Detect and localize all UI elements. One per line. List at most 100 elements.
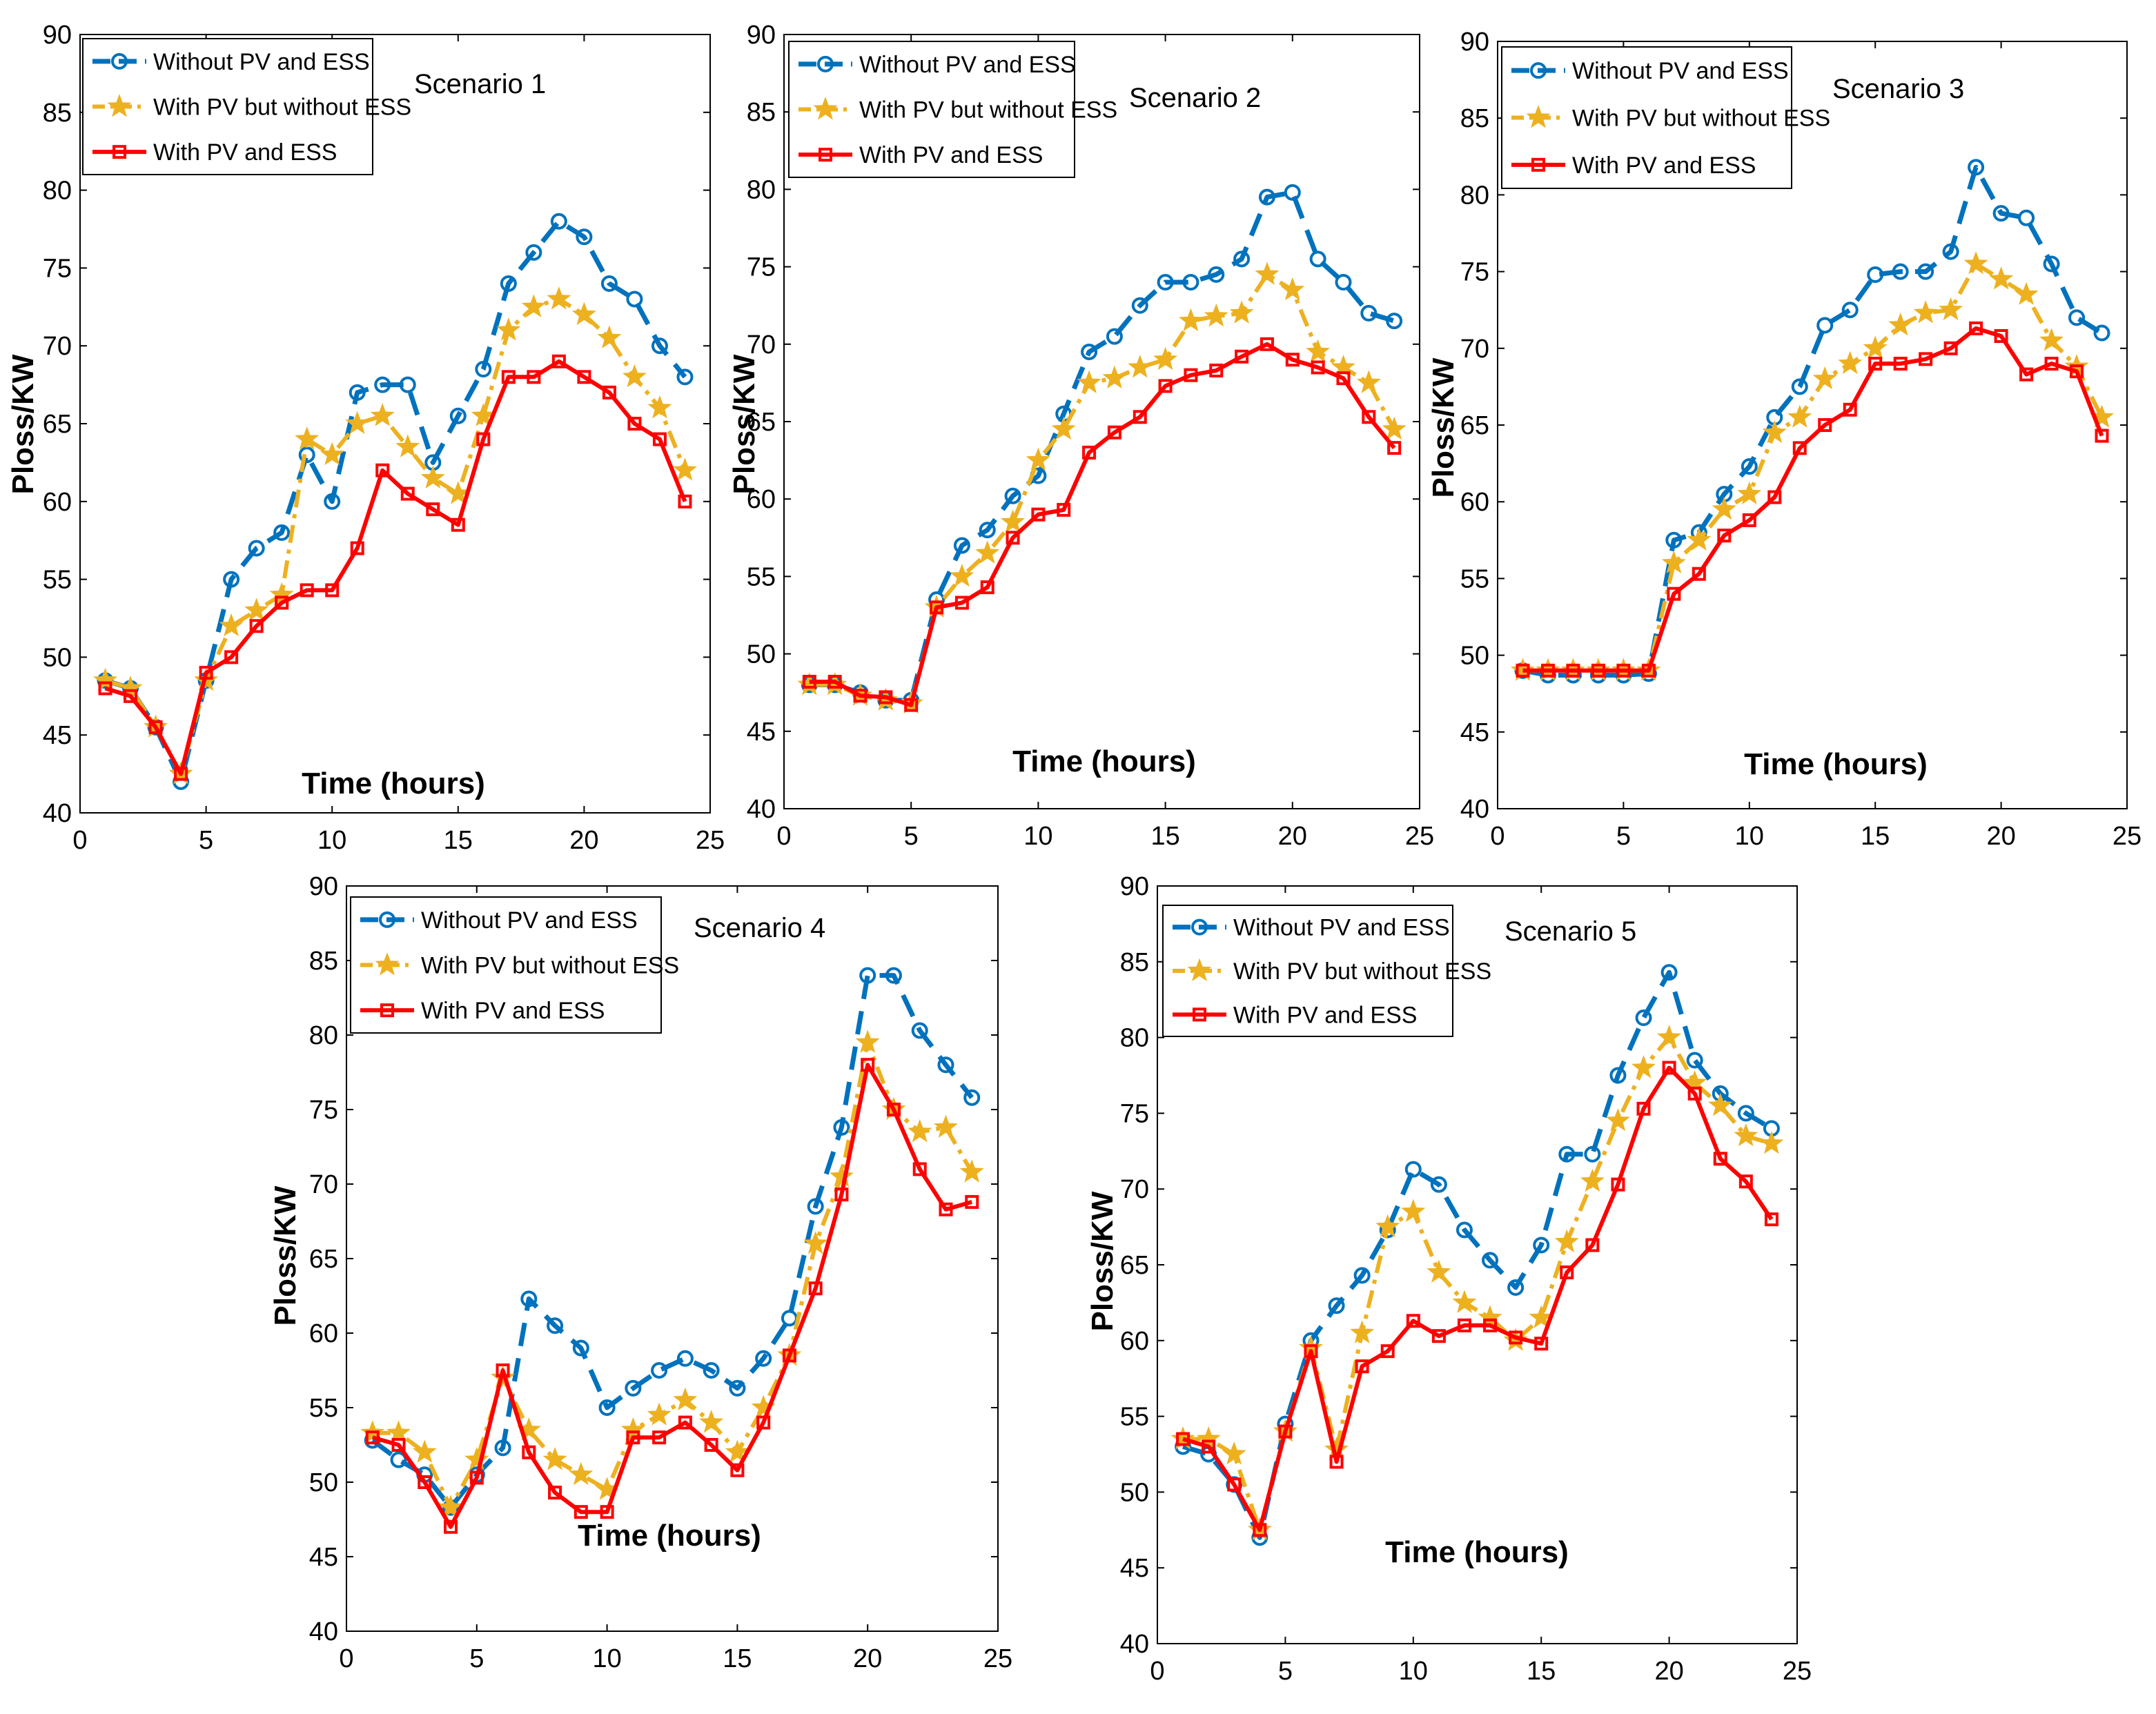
- data-point: [1534, 1337, 1549, 1351]
- data-point: [525, 244, 542, 261]
- x-tick-label: 25: [1405, 822, 1434, 851]
- data-point: [1737, 481, 1762, 504]
- x-tick-label: 5: [1616, 822, 1631, 851]
- data-point: [1913, 300, 1938, 324]
- data-point: [1686, 1052, 1703, 1069]
- data-point: [124, 689, 138, 703]
- data-point: [829, 1163, 854, 1188]
- x-tick-label: 20: [569, 826, 598, 855]
- chart-title: Scenario 5: [1505, 916, 1636, 947]
- legend-label: With PV and ESS: [421, 998, 605, 1024]
- data-point: [1737, 1105, 1754, 1122]
- data-point: [1580, 1168, 1605, 1192]
- x-tick-label: 20: [1278, 822, 1307, 851]
- chart-title: Scenario 1: [414, 69, 546, 99]
- data-point: [1969, 321, 1983, 335]
- data-point: [1202, 1439, 1216, 1454]
- chart-scenario-3: 40 45 50 55 60 65 70 75 80 85 90 0 5 10 15 20 25 Scenar…: [1427, 28, 2142, 851]
- data-point: [855, 1030, 880, 1053]
- data-point: [569, 1461, 594, 1486]
- data-point: [374, 376, 391, 393]
- data-point: [1764, 1212, 1778, 1227]
- data-point: [1816, 317, 1834, 334]
- data-point: [627, 417, 642, 431]
- data-point: [325, 583, 340, 598]
- data-point: [496, 317, 521, 341]
- data-point: [1591, 663, 1605, 678]
- data-point: [1427, 1259, 1451, 1283]
- data-point: [542, 1447, 567, 1470]
- legend-item-2: With PV but without ESS: [1511, 105, 1830, 132]
- data-point: [1031, 507, 1046, 522]
- x-tick-label: 15: [723, 1644, 752, 1673]
- x-tick-label: 10: [1399, 1657, 1428, 1686]
- data-point: [975, 540, 1000, 564]
- data-point: [1284, 184, 1301, 201]
- data-point: [1566, 663, 1580, 678]
- data-point: [426, 502, 440, 517]
- data-point: [1708, 1092, 1733, 1116]
- legend-marker: [107, 94, 132, 117]
- x-tick-label: 20: [1986, 822, 2015, 851]
- data-point: [1741, 458, 1758, 475]
- data-point: [496, 1363, 510, 1377]
- data-point: [399, 376, 416, 393]
- x-tick-label: 0: [776, 822, 791, 851]
- y-tick-label: 85: [1460, 104, 1489, 133]
- y-tick-label: 70: [309, 1170, 338, 1199]
- y-tick-label: 60: [1460, 488, 1489, 517]
- data-point: [2093, 324, 2110, 342]
- data-point: [2014, 282, 2039, 305]
- data-point: [1235, 349, 1249, 364]
- data-point: [1792, 441, 1807, 455]
- data-point: [1128, 355, 1153, 378]
- legend-label: Without PV and ESS: [1233, 915, 1450, 941]
- chart-scenario-5: 40 45 50 55 60 65 70 75 80 85 90 0 5 10 15 20 25 Scenar…: [1086, 872, 1812, 1686]
- data-point: [1001, 509, 1026, 533]
- x-axis-ticks: 0 5 10 15 20 25: [776, 35, 1434, 851]
- legend-item-1: Without PV and ESS: [798, 52, 1076, 78]
- y-tick-label: 80: [309, 1021, 338, 1050]
- data-point: [1285, 353, 1300, 367]
- y-tick-label: 70: [1120, 1175, 1149, 1204]
- data-point: [1631, 1055, 1656, 1078]
- data-point: [469, 1470, 484, 1485]
- series-3: [98, 354, 692, 781]
- data-point: [1482, 1252, 1499, 1269]
- y-tick-label: 50: [747, 640, 776, 669]
- data-point: [1738, 1174, 1753, 1189]
- data-point: [1611, 1177, 1625, 1192]
- x-tick-label: 10: [317, 826, 346, 855]
- data-point: [853, 689, 868, 703]
- y-axis-label: Ploss/KW: [6, 354, 40, 494]
- y-axis-ticks: 40 45 50 55 60 65 70 75 80 85 90: [747, 21, 1420, 824]
- plot-series: [93, 213, 697, 790]
- data-point: [1311, 360, 1325, 375]
- series-3: [802, 337, 1402, 712]
- data-point: [1196, 1426, 1221, 1450]
- legend-item-1: Without PV and ESS: [1173, 915, 1450, 941]
- legend-item-3: With PV and ESS: [1511, 152, 1756, 179]
- y-axis-label: Ploss/KW: [268, 1185, 302, 1326]
- data-point: [1838, 351, 1863, 374]
- x-tick-label: 5: [199, 826, 213, 855]
- data-point: [1734, 1123, 1758, 1147]
- data-point: [199, 665, 213, 680]
- data-point: [954, 595, 969, 610]
- y-tick-label: 85: [747, 98, 776, 127]
- data-point: [1328, 1297, 1345, 1314]
- data-point: [1667, 587, 1681, 601]
- data-point: [859, 967, 876, 984]
- data-point: [1430, 1176, 1447, 1193]
- data-point: [547, 286, 571, 310]
- legend-label: With PV but without ESS: [153, 95, 411, 121]
- data-point: [571, 302, 596, 325]
- y-tick-label: 75: [1460, 258, 1489, 287]
- data-point: [1082, 445, 1097, 460]
- y-tick-label: 55: [1460, 564, 1489, 593]
- data-point: [1329, 1455, 1344, 1469]
- x-axis-label: Time (hours): [302, 767, 485, 800]
- series-3: [1176, 1061, 1778, 1537]
- data-point: [420, 465, 445, 489]
